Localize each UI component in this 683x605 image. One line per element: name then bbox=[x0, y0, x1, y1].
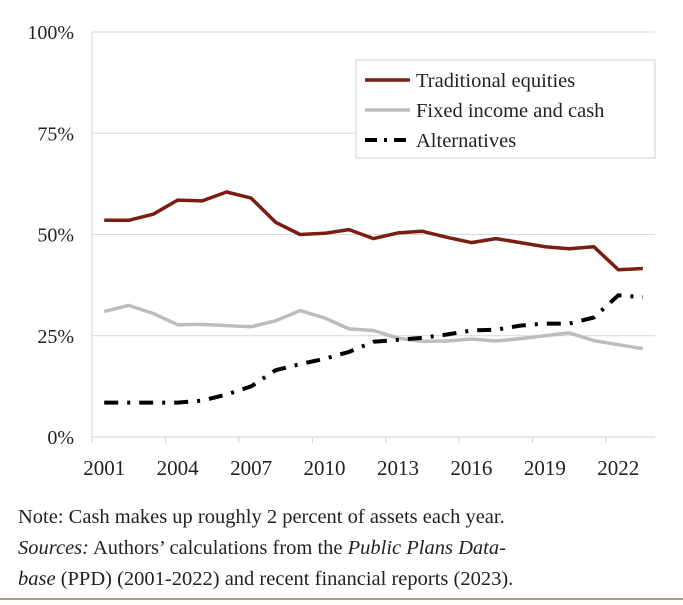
ppd-title: Public Plans Data- bbox=[347, 537, 506, 559]
y-tick-label: 25% bbox=[37, 326, 74, 348]
sources-text-cont: (PPD) (2001-2022) and recent financial r… bbox=[55, 568, 514, 590]
bottom-rule bbox=[0, 598, 683, 600]
legend-label: Traditional equities bbox=[416, 70, 575, 92]
chart-sources-line-1: Sources: Authors’ calculations from the … bbox=[18, 533, 506, 563]
legend-label: Fixed income and cash bbox=[416, 100, 604, 122]
series-line-0 bbox=[104, 190, 643, 272]
legend-label: Alternatives bbox=[416, 130, 516, 152]
x-tick-label: 2016 bbox=[450, 456, 492, 480]
x-tick-label: 2010 bbox=[304, 456, 346, 480]
ppd-title-cont: base bbox=[18, 568, 56, 590]
line-chart: 0% 25% 50% 75% 100% 2001 2004 2007 2010 2013 2016 2… bbox=[27, 22, 656, 480]
y-tick-label: 50% bbox=[37, 225, 74, 247]
sources-label: Sources: bbox=[18, 537, 89, 559]
x-tick-label: 2001 bbox=[83, 456, 125, 480]
y-tick-label: 100% bbox=[27, 22, 74, 44]
series-line-2 bbox=[104, 293, 643, 405]
y-tick-label: 75% bbox=[37, 123, 74, 145]
sources-text: Authors’ calculations from the bbox=[88, 537, 348, 559]
x-tick-label: 2013 bbox=[377, 456, 419, 480]
x-tick-label: 2019 bbox=[524, 456, 566, 480]
chart-sources-line-2: base (PPD) (2001-2022) and recent financ… bbox=[18, 564, 513, 594]
chart-note: Note: Cash makes up roughly 2 percent of… bbox=[18, 506, 505, 528]
x-tick-label: 2022 bbox=[597, 456, 639, 480]
x-tick-label: 2007 bbox=[230, 456, 272, 480]
x-tick-label: 2004 bbox=[157, 456, 200, 480]
y-tick-label: 0% bbox=[47, 427, 74, 449]
